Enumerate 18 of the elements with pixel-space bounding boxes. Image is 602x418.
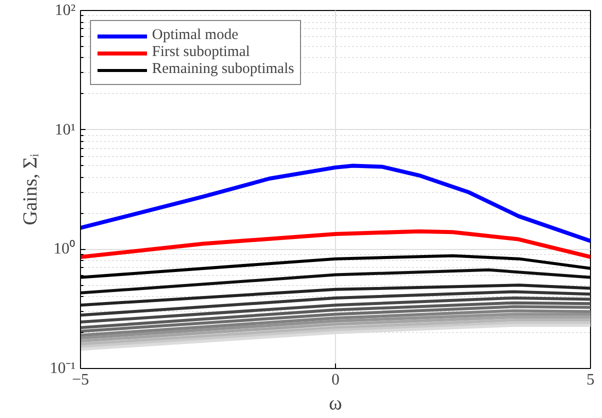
y-axis-title: Gains, Σᵢ — [20, 152, 42, 226]
legend-label: Optimal mode — [152, 27, 238, 44]
line-series — [80, 268, 590, 294]
line-series — [80, 305, 590, 333]
legend-label: First suboptimal — [152, 44, 250, 61]
line-series — [80, 296, 590, 324]
line-series — [80, 164, 590, 244]
y-tick-label: 10¹ — [54, 121, 76, 138]
line-series — [80, 301, 590, 330]
y-tick-label: 10² — [54, 2, 76, 19]
line-series — [80, 284, 590, 307]
x-axis-title: ω — [328, 392, 342, 414]
line-series — [80, 290, 590, 317]
y-tick-label: 10⁰ — [54, 240, 76, 258]
x-tick-label: 0 — [332, 372, 340, 388]
x-tick-label: 5 — [586, 372, 594, 388]
legend-label: Remaining suboptimals — [152, 61, 294, 78]
line-series — [80, 229, 590, 259]
